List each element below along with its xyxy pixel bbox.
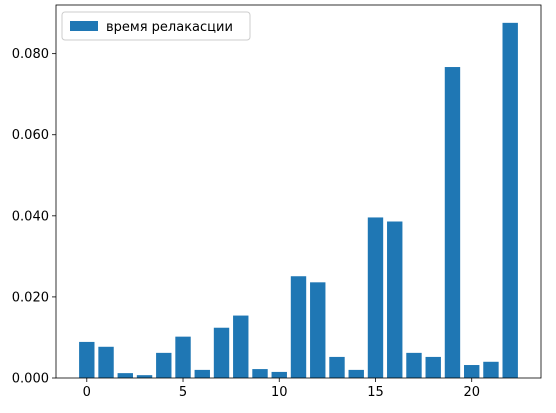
x-tick-label: 20 (463, 385, 480, 400)
bars-group (79, 22, 518, 378)
bar-10 (271, 371, 287, 378)
plot-frame (55, 4, 542, 379)
bar-13 (329, 356, 345, 378)
x-tick-label: 15 (367, 385, 384, 400)
bar-15 (367, 217, 384, 378)
legend-label: время релакасции (106, 20, 233, 35)
y-tick-label: 0.060 (12, 128, 49, 143)
bar-9 (252, 369, 268, 378)
legend-box (61, 11, 251, 41)
bar-14 (348, 369, 364, 378)
bar-11 (290, 276, 307, 378)
x-tick-label: 10 (271, 385, 288, 400)
bar-8 (233, 315, 249, 378)
legend-swatch (70, 21, 98, 31)
bar-5 (175, 336, 191, 378)
y-tick-label: 0.020 (12, 290, 49, 305)
bar-17 (406, 352, 422, 378)
y-tick-label: 0.000 (12, 372, 49, 387)
bar-0 (79, 341, 95, 378)
y-tick-label: 0.040 (12, 209, 49, 224)
y-tick-label: 0.080 (12, 47, 49, 62)
x-tick-label: 0 (83, 385, 91, 400)
bar-2 (117, 373, 133, 378)
bar-1 (98, 346, 114, 378)
bar-12 (310, 282, 326, 378)
x-tick-label: 5 (179, 385, 187, 400)
bar-18 (425, 356, 441, 378)
x-axis: 0 5 10 15 20 (83, 378, 480, 400)
bar-21 (483, 361, 499, 378)
bar-16 (387, 221, 403, 378)
bar-7 (213, 327, 230, 378)
bar-19 (444, 67, 461, 378)
bar-22 (502, 22, 518, 378)
y-axis: 0.000 0.020 0.040 0.060 0.080 (12, 47, 56, 387)
bar-3 (136, 375, 153, 378)
bar-20 (464, 365, 480, 378)
bar-4 (156, 352, 172, 378)
legend: время релакасции (61, 11, 251, 41)
bar-6 (194, 369, 210, 378)
